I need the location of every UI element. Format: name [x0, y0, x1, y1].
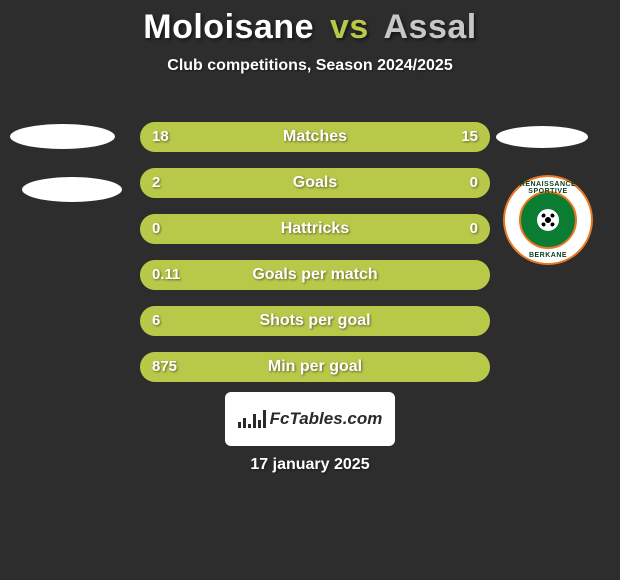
subtitle: Club competitions, Season 2024/2025 [0, 57, 620, 75]
stat-row: 6Shots per goal [140, 306, 490, 336]
stat-label: Goals [140, 168, 490, 198]
title-vs: vs [330, 8, 369, 46]
player1-team-logo-placeholder [22, 177, 122, 202]
club-logo-inner [521, 193, 575, 247]
player2-team-logo-placeholder [496, 126, 588, 148]
stat-row: 20Goals [140, 168, 490, 198]
player2-club-logo: RENAISSANCE SPORTIVE BERKANE [503, 175, 593, 265]
stat-label: Matches [140, 122, 490, 152]
stat-label: Shots per goal [140, 306, 490, 336]
fctables-bars-icon [238, 410, 266, 428]
stat-row: 875Min per goal [140, 352, 490, 382]
player2-name: Assal [383, 8, 476, 46]
stat-row: 0.11Goals per match [140, 260, 490, 290]
stat-rows: 1815Matches 20Goals 00Hattricks 0.11Goals p… [140, 122, 490, 398]
stat-row: 1815Matches [140, 122, 490, 152]
fctables-label: FcTables.com [270, 409, 383, 429]
club-logo-text-bottom: BERKANE [503, 252, 593, 259]
fctables-watermark: FcTables.com [225, 392, 395, 446]
stat-row: 00Hattricks [140, 214, 490, 244]
comparison-infographic: Moloisane vs Assal Club competitions, Se… [0, 0, 620, 580]
soccer-ball-icon [537, 209, 559, 231]
stat-label: Min per goal [140, 352, 490, 382]
stat-label: Hattricks [140, 214, 490, 244]
stat-label: Goals per match [140, 260, 490, 290]
page-title: Moloisane vs Assal [0, 8, 620, 47]
player1-team-logo-placeholder [10, 124, 115, 149]
player1-name: Moloisane [143, 8, 314, 46]
date-label: 17 january 2025 [0, 456, 620, 474]
